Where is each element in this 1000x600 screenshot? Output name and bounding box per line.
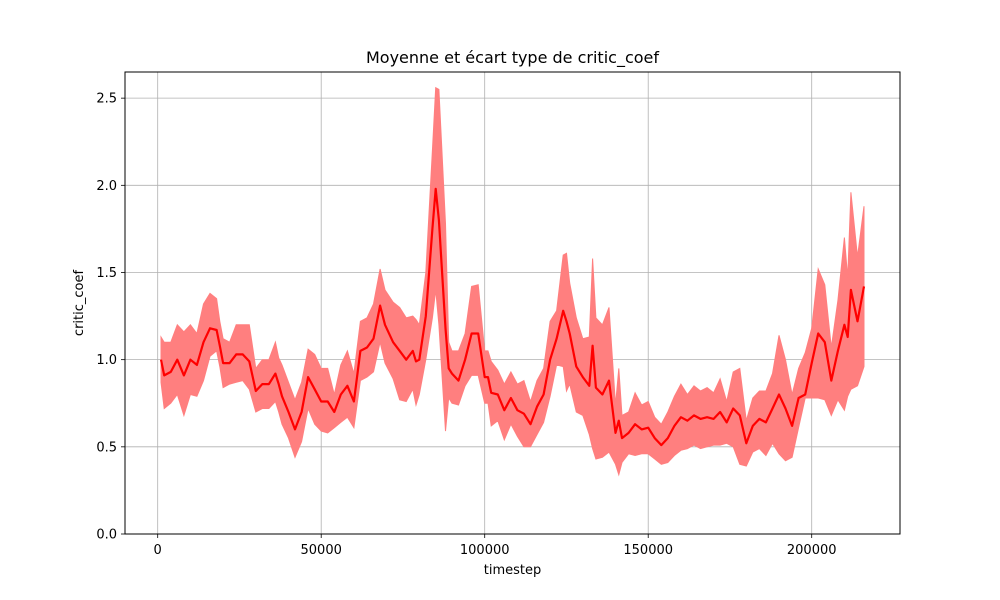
y-tick-label: 0.5 (96, 440, 117, 455)
x-tick-label: 200000 (787, 543, 837, 558)
y-axis: 0.0 0.5 1.0 1.5 2.0 2.5 (96, 92, 125, 543)
x-tick-label: 100000 (460, 543, 510, 558)
y-tick-label: 2.0 (96, 179, 117, 194)
plot-frame (124, 71, 901, 535)
chart-title: Moyenne et écart type de critic_coef (366, 48, 659, 68)
y-axis-label: critic_coef (72, 270, 87, 337)
y-tick-label: 0.0 (96, 528, 117, 543)
std-band (160, 86, 865, 477)
x-tick-label: 150000 (623, 543, 673, 558)
x-tick-label: 0 (154, 543, 162, 558)
x-axis-label: timestep (484, 563, 542, 578)
y-tick-label: 1.0 (96, 353, 117, 368)
grid (125, 72, 900, 535)
y-tick-label: 1.5 (96, 266, 117, 281)
mean-line (159, 187, 866, 447)
y-tick-label: 2.5 (96, 92, 117, 107)
x-axis: 0 50000 100000 150000 200000 (154, 534, 837, 558)
x-tick-label: 50000 (301, 543, 342, 558)
